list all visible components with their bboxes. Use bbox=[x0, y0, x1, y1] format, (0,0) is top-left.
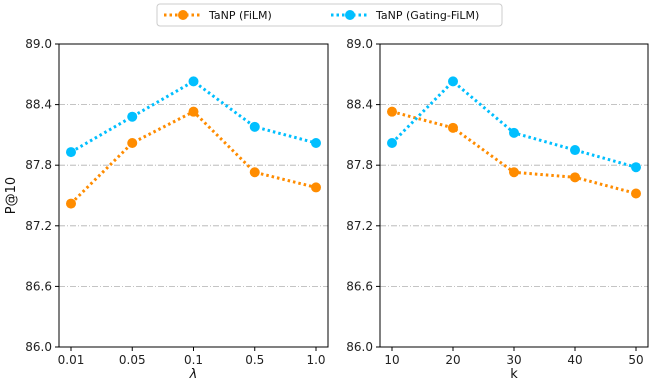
y-axis-label: P@10 bbox=[4, 177, 19, 214]
data-point bbox=[509, 167, 519, 178]
y-tick-label: 86.6 bbox=[346, 279, 373, 293]
chart-panel-lambda: 86.0 86.6 87.2 87.8 88.4 89.0 0.01 0.05 0.1 0.5 1.… bbox=[4, 37, 329, 379]
y-tick-label: 86.0 bbox=[25, 340, 52, 354]
data-point bbox=[387, 106, 397, 117]
data-point bbox=[127, 111, 138, 122]
y-tick-label: 87.8 bbox=[25, 158, 52, 172]
legend: TaNP (FiLM) TaNP (Gating-FiLM) bbox=[156, 3, 503, 27]
data-point bbox=[387, 137, 397, 148]
y-tick-label: 87.2 bbox=[346, 219, 373, 233]
x-axis-label: λ bbox=[189, 367, 198, 379]
x-tick-label: 0.5 bbox=[245, 353, 264, 367]
data-point bbox=[311, 182, 321, 193]
y-tick-label: 88.4 bbox=[346, 98, 373, 112]
data-point bbox=[570, 145, 580, 156]
legend-frame bbox=[156, 3, 503, 27]
data-point bbox=[188, 76, 199, 87]
data-point bbox=[631, 188, 641, 199]
data-point bbox=[127, 137, 138, 148]
data-point bbox=[448, 76, 458, 87]
y-tick-label: 89.0 bbox=[25, 37, 52, 51]
y-tick-label: 87.8 bbox=[346, 158, 373, 172]
series-line bbox=[69, 109, 317, 205]
x-tick-label: 20 bbox=[445, 353, 460, 367]
data-point bbox=[66, 147, 76, 158]
x-tick-label: 1.0 bbox=[306, 353, 325, 367]
y-tick-label: 87.2 bbox=[25, 219, 52, 233]
axes-frame bbox=[379, 43, 649, 348]
y-tick-label: 86.0 bbox=[346, 340, 373, 354]
data-point bbox=[631, 162, 641, 173]
x-tick-label: 0.1 bbox=[184, 353, 203, 367]
series-line bbox=[390, 79, 637, 169]
x-tick-label: 10 bbox=[384, 353, 399, 367]
legend-marker bbox=[178, 10, 188, 20]
axes-frame bbox=[58, 43, 329, 348]
data-point bbox=[249, 121, 260, 132]
data-point bbox=[66, 198, 76, 209]
x-tick-label: 30 bbox=[506, 353, 521, 367]
legend-label: TaNP (Gating-FiLM) bbox=[375, 9, 479, 22]
x-tick-label: 50 bbox=[628, 353, 643, 367]
series-line bbox=[391, 110, 637, 195]
data-point bbox=[448, 122, 458, 133]
legend-marker bbox=[345, 10, 355, 20]
y-tick-label: 88.4 bbox=[25, 98, 52, 112]
y-tick-label: 86.6 bbox=[25, 279, 52, 293]
x-tick-label: 40 bbox=[567, 353, 582, 367]
data-point bbox=[311, 137, 321, 148]
y-tick-label: 89.0 bbox=[346, 37, 373, 51]
x-tick-label: 0.05 bbox=[119, 353, 146, 367]
series-line bbox=[70, 79, 317, 154]
data-point bbox=[570, 172, 580, 183]
chart-panel-k: 86.0 86.6 87.2 87.8 88.4 89.0 10 20 30 40 50 k bbox=[346, 37, 649, 379]
x-tick-label: 0.01 bbox=[58, 353, 85, 367]
data-point bbox=[249, 167, 260, 178]
x-axis-label: k bbox=[510, 367, 518, 379]
data-point bbox=[509, 127, 519, 138]
data-point bbox=[188, 106, 199, 117]
legend-label: TaNP (FiLM) bbox=[208, 9, 272, 22]
